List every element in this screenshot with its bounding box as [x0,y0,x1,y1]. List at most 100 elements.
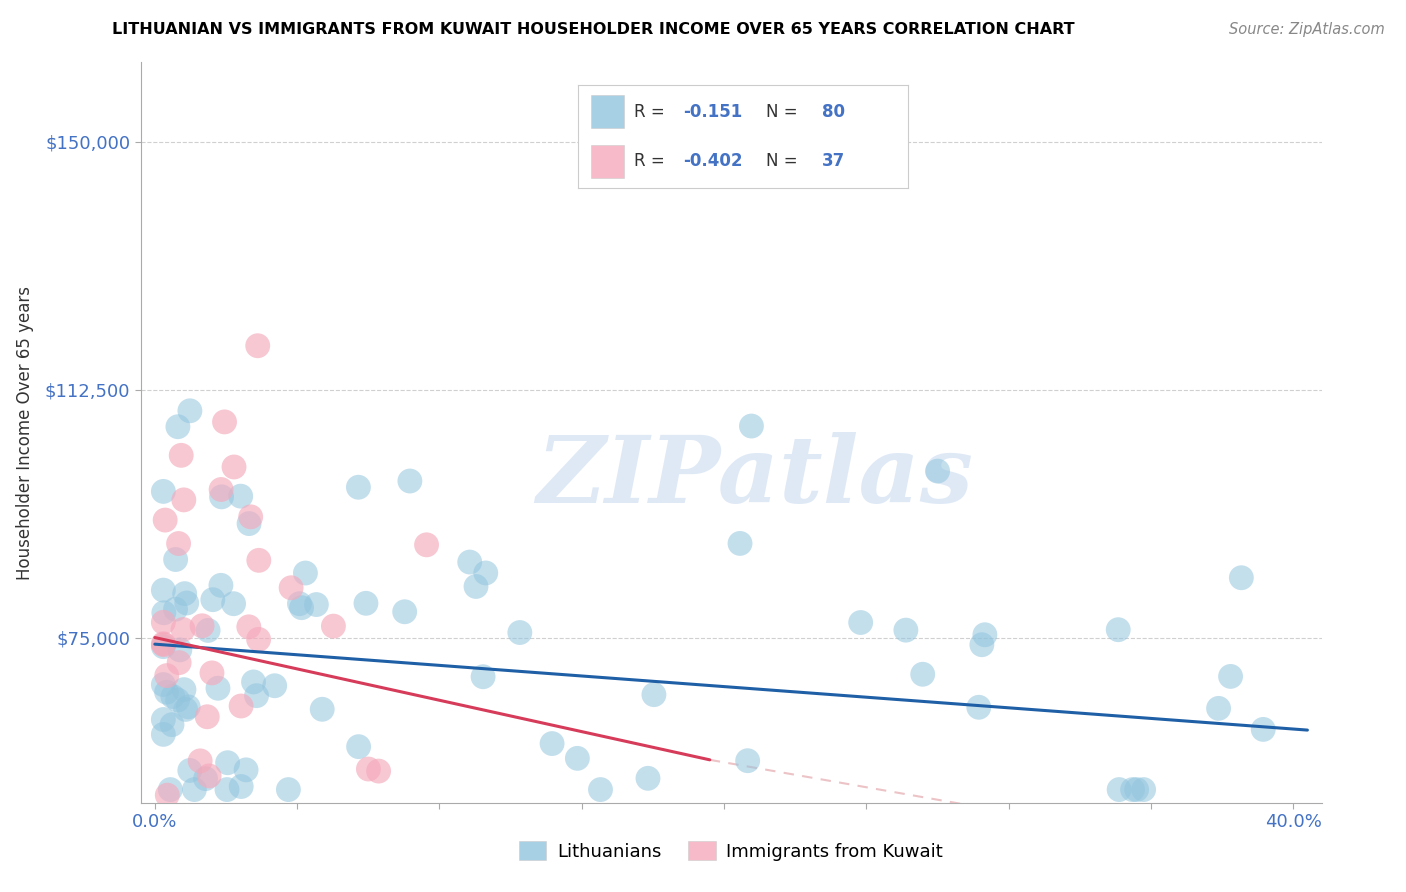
Point [211,490,233,504]
Point [209,483,232,497]
Point [239,509,262,524]
Point [247,553,270,567]
Point [567,751,589,765]
Point [637,772,659,786]
Point [970,638,993,652]
Point [354,596,377,610]
Point [152,677,174,691]
Point [288,597,311,611]
Point [458,555,481,569]
Point [214,415,236,429]
Point [201,665,224,680]
Point [740,419,762,434]
Point [222,460,245,475]
Point [927,464,949,478]
Y-axis label: Householder Income Over 65 years: Householder Income Over 65 years [15,285,34,580]
Text: LITHUANIAN VS IMMIGRANTS FROM KUWAIT HOUSEHOLDER INCOME OVER 65 YEARS CORRELATIO: LITHUANIAN VS IMMIGRANTS FROM KUWAIT HOU… [112,22,1076,37]
Point [967,700,990,714]
Point [1125,782,1147,797]
Point [973,628,995,642]
Point [191,619,214,633]
Point [207,681,229,696]
Point [152,615,174,630]
Point [152,638,174,652]
Point [246,339,269,353]
Point [215,782,238,797]
Point [589,782,612,797]
Text: Source: ZipAtlas.com: Source: ZipAtlas.com [1229,22,1385,37]
Point [152,583,174,598]
Point [472,670,495,684]
Point [1107,623,1129,637]
Point [465,579,488,593]
Text: ZIPatlas: ZIPatlas [536,432,973,522]
Point [1230,571,1253,585]
Point [1108,782,1130,797]
Point [201,592,224,607]
Point [194,772,217,786]
Point [509,625,531,640]
Point [153,606,176,620]
Point [277,782,299,797]
Point [177,699,200,714]
Point [153,513,176,527]
Point [155,685,177,699]
Point [183,782,205,797]
Point [399,474,422,488]
Point [294,566,316,580]
Point [217,756,239,770]
Point [152,640,174,654]
Point [894,623,917,637]
Point [238,620,260,634]
Point [169,643,191,657]
Point [1219,669,1241,683]
Point [247,632,270,647]
Point [1208,701,1230,715]
Point [238,516,260,531]
Point [173,682,195,697]
Point [165,552,187,566]
Point [849,615,872,630]
Point [311,702,333,716]
Point [222,597,245,611]
Point [242,675,264,690]
Point [322,619,344,633]
Point [308,812,330,826]
Point [367,764,389,778]
Point [347,480,370,494]
Point [176,596,198,610]
Point [165,602,187,616]
Point [156,668,179,682]
Point [179,404,201,418]
Point [160,717,183,731]
Point [173,492,195,507]
Point [174,702,197,716]
Point [415,538,437,552]
Point [911,667,934,681]
Point [643,688,665,702]
Point [728,536,751,550]
Point [152,637,174,651]
Point [235,763,257,777]
Point [394,605,416,619]
Point [159,782,181,797]
Point [541,737,564,751]
Point [209,578,232,592]
Point [1132,782,1154,797]
Legend: Lithuanians, Immigrants from Kuwait: Lithuanians, Immigrants from Kuwait [512,834,950,868]
Point [347,739,370,754]
Point [179,764,201,778]
Point [229,489,252,503]
Point [156,788,179,802]
Point [198,769,221,783]
Point [1251,723,1274,737]
Point [167,536,190,550]
Point [305,598,328,612]
Point [197,624,219,638]
Point [737,754,759,768]
Point [188,754,211,768]
Point [195,710,218,724]
Point [172,623,194,637]
Point [170,448,193,462]
Point [173,587,195,601]
